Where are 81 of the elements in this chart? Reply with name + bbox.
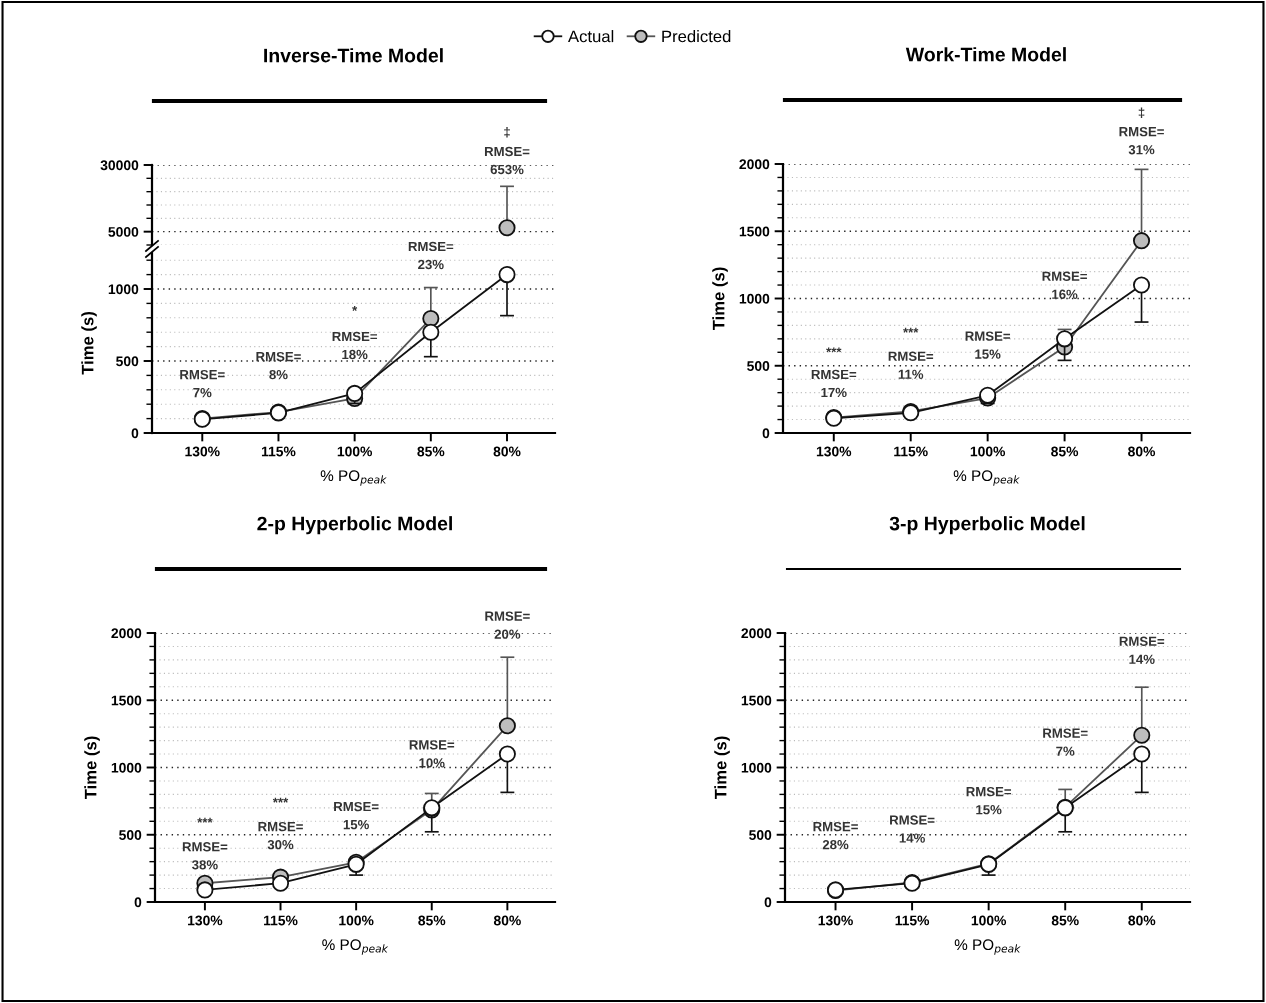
y-tick-label: 1500 (741, 695, 772, 706)
annotation: RMSE= 15% (966, 786, 1012, 815)
annotation: RMSE= 18% (332, 331, 378, 360)
y-tick-label: 1500 (739, 226, 770, 237)
x-axis-title: % PO$_{peak}$ (953, 470, 1020, 486)
annotation: * (352, 306, 358, 311)
y-tick-label: 0 (762, 428, 770, 439)
legend-label: Predicted (662, 30, 731, 43)
x-tick-label: 130% (818, 915, 853, 926)
x-axis-title: % PO$_{peak}$ (954, 939, 1021, 955)
x-tick-label: 85% (418, 915, 446, 926)
y-tick-label: 500 (749, 830, 772, 840)
y-tick-label: 30000 (100, 160, 139, 171)
x-tick-label: 130% (185, 446, 220, 457)
y-axis-title: Time (s) (81, 312, 97, 375)
x-tick-label: 85% (417, 446, 445, 457)
annotation: RMSE= 7% (180, 369, 225, 398)
legend-label: Actual (568, 30, 614, 43)
annotation: RMSE= 38% (182, 842, 228, 870)
y-tick-label: 0 (764, 897, 772, 908)
y-axis-title: Time (s) (84, 736, 100, 800)
x-tick-label: 100% (970, 446, 1006, 457)
y-tick-label: 5000 (108, 227, 139, 237)
annotation: RMSE= 653% (484, 146, 530, 175)
text: ‡ (1138, 107, 1145, 118)
x-tick-label: 115% (894, 446, 928, 457)
y-axis-title: Time (s) (712, 267, 728, 331)
annotation: RMSE= 30% (258, 821, 303, 850)
x-tick-label: 115% (264, 915, 298, 926)
x-axis-title: % PO$_{peak}$ (322, 939, 389, 955)
y-tick-label: 1000 (111, 762, 142, 773)
annotation: *** (272, 797, 289, 803)
y-tick-label: 0 (131, 428, 139, 439)
x-tick-label: 80% (493, 446, 521, 457)
annotation: RMSE= 14% (1119, 636, 1165, 664)
annotation: RMSE= 15% (965, 331, 1011, 359)
text: ‡ (504, 127, 510, 138)
annotation: RMSE= 20% (485, 611, 530, 639)
y-tick-label: 2000 (741, 628, 772, 639)
x-tick-label: 85% (1051, 915, 1079, 926)
x-tick-label: 80% (1128, 446, 1156, 457)
annotation: RMSE= 15% (334, 801, 379, 830)
y-axis-title: Time (s) (714, 736, 730, 800)
y-tick-label: 500 (747, 361, 770, 371)
annotation: *** (197, 817, 213, 823)
annotation: *** (826, 347, 842, 353)
text: RMSE= 31% (1119, 126, 1164, 155)
y-tick-label: 0 (134, 897, 142, 908)
y-tick-label: 1000 (741, 762, 772, 773)
chart-title: Inverse-Time Model (264, 48, 443, 63)
annotation: RMSE= 14% (890, 815, 935, 843)
annotation: *** (903, 327, 919, 333)
x-axis-title: % PO$_{peak}$ (320, 470, 387, 486)
y-tick-label: 2000 (739, 159, 770, 170)
chart-title: Work-Time Model (905, 47, 1066, 62)
y-tick-label: 2000 (111, 628, 142, 639)
annotation: RMSE= 10% (409, 740, 455, 768)
x-tick-label: 80% (1128, 915, 1156, 926)
annotation: RMSE= 8% (256, 351, 301, 380)
annotation: RMSE= 28% (813, 821, 858, 850)
x-tick-label: 130% (188, 915, 223, 926)
annotation: RMSE= 11% (888, 351, 934, 379)
y-tick-label: 1500 (111, 695, 142, 706)
annotation: RMSE= 17% (811, 369, 857, 398)
x-tick-label: 100% (971, 915, 1007, 926)
y-tick-label: 1000 (108, 284, 139, 295)
y-tick-label: 500 (119, 830, 142, 840)
chart-title: 3-p Hyperbolic Model (889, 516, 1085, 535)
x-tick-label: 115% (895, 915, 930, 926)
y-tick-label: 1000 (739, 293, 770, 304)
x-tick-label: 115% (261, 446, 296, 457)
annotation: RMSE= 7% (1043, 728, 1088, 756)
chart-title: 2-p Hyperbolic Model (257, 516, 452, 535)
x-tick-label: 100% (337, 446, 373, 457)
x-tick-label: 85% (1051, 446, 1079, 457)
annotation: RMSE= 23% (408, 241, 454, 270)
x-tick-label: 100% (339, 915, 374, 926)
x-tick-label: 80% (493, 915, 521, 926)
x-tick-label: 130% (816, 446, 852, 457)
annotation: RMSE= 16% (1042, 271, 1087, 299)
y-tick-label: 500 (116, 356, 139, 367)
